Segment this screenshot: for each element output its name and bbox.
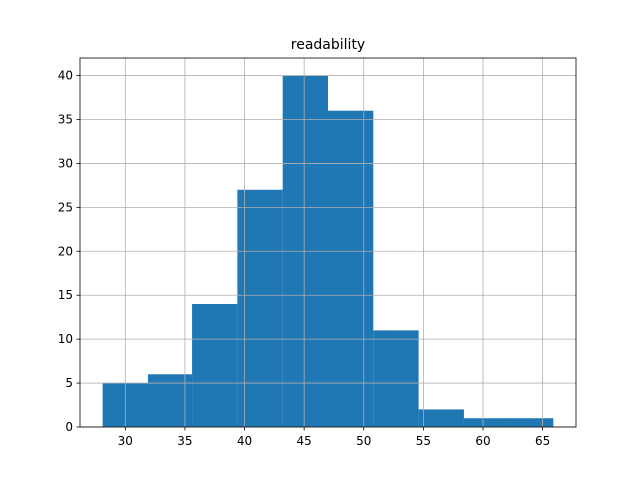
x-tick-label: 50 — [356, 434, 371, 448]
x-tick-label: 65 — [535, 434, 550, 448]
y-tick-label: 25 — [58, 200, 73, 214]
bar — [328, 110, 374, 427]
bar — [418, 409, 464, 427]
x-tick-label: 30 — [118, 434, 133, 448]
bar — [373, 330, 419, 427]
x-tick-label: 40 — [237, 434, 252, 448]
plot-frame — [79, 57, 577, 428]
bar — [192, 304, 238, 427]
y-tick-label: 15 — [58, 288, 73, 302]
y-tick-label: 35 — [58, 113, 73, 127]
x-tick-label: 35 — [177, 434, 192, 448]
bar — [147, 374, 193, 427]
x-tick-label: 60 — [475, 434, 490, 448]
y-tick-label: 5 — [65, 376, 73, 390]
y-tick-label: 10 — [58, 332, 73, 346]
y-tick-label: 40 — [58, 69, 73, 83]
y-tick-label: 20 — [58, 244, 73, 258]
y-tick-label: 0 — [65, 420, 73, 434]
y-tick-label: 30 — [58, 156, 73, 170]
bar — [463, 418, 509, 427]
bar — [508, 418, 554, 427]
x-tick-label: 45 — [297, 434, 312, 448]
chart-title: readability — [291, 37, 365, 53]
x-tick-label: 55 — [416, 434, 431, 448]
